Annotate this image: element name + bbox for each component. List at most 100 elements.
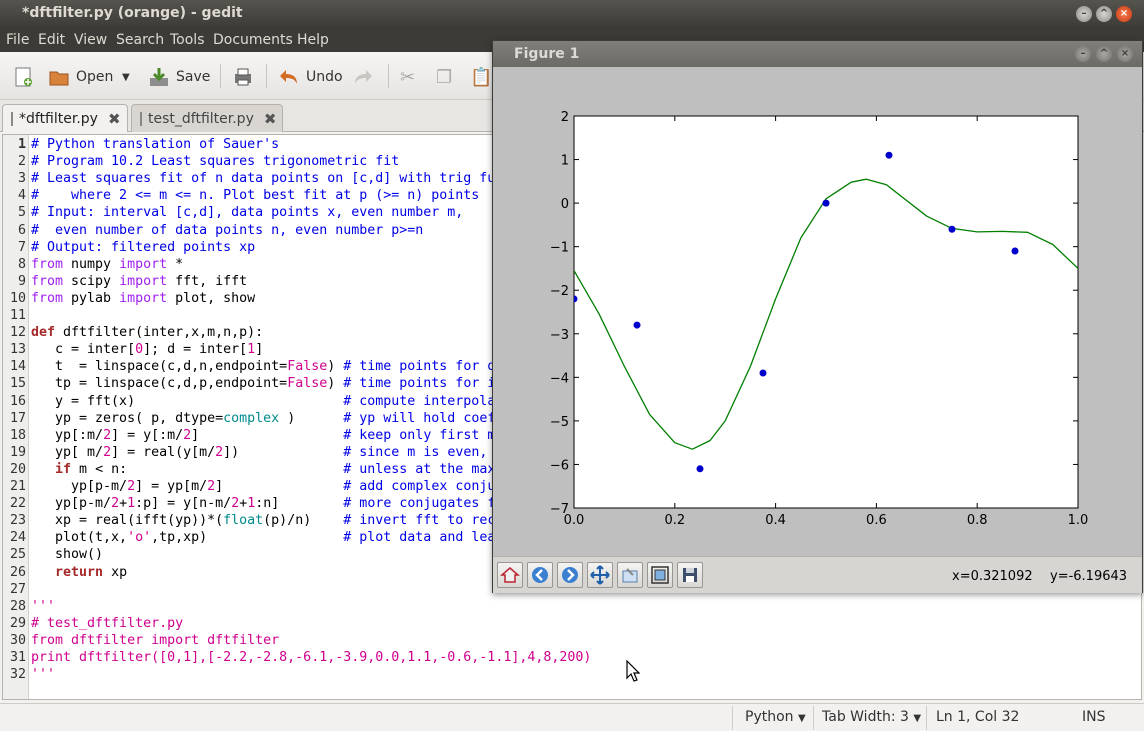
cursor-position: Ln 1, Col 32 bbox=[936, 709, 1020, 725]
code-line: # test_dftfilter.py bbox=[31, 615, 184, 631]
y-tick-label: −7 bbox=[550, 502, 569, 517]
scissors-icon: ✂ bbox=[400, 66, 416, 88]
line-number: 3 bbox=[17, 171, 26, 187]
close-tab-icon[interactable]: ✖ bbox=[263, 109, 277, 128]
maximize-icon[interactable]: ^ bbox=[1096, 6, 1112, 22]
menu-file[interactable]: File bbox=[6, 32, 30, 48]
code-line: from dftfilter import dftfilter bbox=[31, 632, 280, 648]
title-bar[interactable]: *dftfilter.py (orange) - gedit – ^ × bbox=[0, 0, 1144, 28]
line-number: 32 bbox=[9, 667, 26, 683]
undo-label: Undo bbox=[306, 69, 343, 85]
forward-icon[interactable] bbox=[557, 562, 583, 588]
folder-icon bbox=[49, 71, 69, 86]
line-number: 17 bbox=[9, 410, 26, 426]
line-number: 8 bbox=[17, 256, 26, 272]
undo-icon bbox=[280, 70, 297, 84]
data-point bbox=[948, 225, 956, 233]
new-button[interactable] bbox=[12, 64, 40, 90]
data-point bbox=[574, 295, 578, 303]
code-line: if m < n: # unless at the max bbox=[55, 461, 496, 477]
code-line: # where 2 <= m <= n. Plot best fit at p … bbox=[31, 188, 480, 204]
x-coordinate-readout: x=0.321092 bbox=[952, 569, 1033, 584]
line-number: 30 bbox=[9, 632, 26, 648]
figure-title: Figure 1 bbox=[514, 46, 580, 62]
save-button[interactable]: Save bbox=[148, 64, 210, 90]
line-number: 4 bbox=[17, 188, 26, 204]
y-tick-label: −6 bbox=[550, 458, 569, 473]
menu-help[interactable]: Help bbox=[297, 32, 329, 48]
toolbar-separator bbox=[388, 64, 389, 88]
code-line: show() bbox=[31, 547, 104, 563]
line-number: 20 bbox=[9, 461, 26, 477]
line-number: 19 bbox=[9, 444, 26, 460]
data-point bbox=[633, 321, 641, 329]
y-tick-label: −1 bbox=[550, 241, 569, 256]
undo-button[interactable]: Undo bbox=[278, 64, 343, 90]
line-number: 23 bbox=[9, 513, 26, 529]
minimize-icon[interactable]: – bbox=[1075, 46, 1091, 62]
code-line: from numpy import * bbox=[31, 256, 184, 272]
code-line: tp = linspace(c,d,p,endpoint=False) # ti… bbox=[31, 376, 496, 392]
code-line: return xp bbox=[55, 564, 128, 580]
menu-edit[interactable]: Edit bbox=[38, 32, 66, 48]
line-number: 28 bbox=[9, 598, 26, 614]
y-tick-label: −4 bbox=[550, 371, 569, 386]
chevron-down-icon: ▼ bbox=[913, 713, 922, 724]
minimize-icon[interactable]: – bbox=[1076, 6, 1092, 22]
data-point bbox=[1011, 247, 1019, 255]
close-tab-icon[interactable]: ✖ bbox=[107, 109, 121, 128]
close-icon[interactable]: × bbox=[1116, 6, 1132, 22]
status-separator bbox=[732, 706, 733, 730]
line-number: 12 bbox=[9, 325, 26, 341]
save-icon[interactable] bbox=[677, 562, 703, 588]
line-number: 16 bbox=[9, 393, 26, 409]
window-title: *dftfilter.py (orange) - gedit bbox=[22, 5, 243, 21]
plot-canvas[interactable]: 0.0 0.2 0.4 0.6 0.8 1.0 2 1 0 −1 −2 −3 −4 −5 −6 −7 bbox=[499, 67, 1139, 555]
copy-button[interactable]: ❐ bbox=[436, 64, 452, 90]
home-icon[interactable] bbox=[497, 562, 523, 588]
line-number: 18 bbox=[9, 427, 26, 443]
line-number: 14 bbox=[9, 359, 26, 375]
line-number: 29 bbox=[9, 615, 26, 631]
figure-title-bar[interactable]: Figure 1 – ^ × bbox=[493, 41, 1142, 67]
cut-button[interactable]: ✂ bbox=[400, 64, 415, 90]
menu-search[interactable]: Search bbox=[116, 32, 165, 48]
y-tick-label: −5 bbox=[550, 415, 569, 430]
menu-tools[interactable]: Tools bbox=[170, 32, 205, 48]
line-number: 6 bbox=[17, 222, 26, 238]
paste-button[interactable]: 📋 bbox=[470, 64, 492, 90]
configure-icon[interactable] bbox=[617, 562, 643, 588]
line-number: 26 bbox=[9, 564, 26, 580]
redo-button[interactable] bbox=[352, 64, 380, 90]
code-line: xp = real(ifft(yp))*(float(p)/n) # inver… bbox=[31, 513, 496, 529]
chevron-down-icon: ▼ bbox=[797, 713, 806, 724]
paste-icon: 📋 bbox=[470, 66, 493, 88]
insert-mode: INS bbox=[1082, 709, 1106, 725]
open-button[interactable]: Open bbox=[48, 64, 113, 90]
print-button[interactable] bbox=[232, 64, 260, 90]
back-icon[interactable] bbox=[527, 562, 553, 588]
menu-view[interactable]: View bbox=[74, 32, 108, 48]
menu-documents[interactable]: Documents bbox=[213, 32, 293, 48]
tab-width-selector[interactable]: Tab Width: 3 ▼ bbox=[822, 709, 921, 725]
code-line: y = fft(x) # compute interpola bbox=[31, 393, 496, 409]
pan-icon[interactable] bbox=[587, 562, 613, 588]
copy-icon: ❐ bbox=[436, 66, 453, 88]
close-icon[interactable]: × bbox=[1117, 46, 1133, 62]
y-tick-label: 1 bbox=[561, 154, 569, 169]
line-number: 25 bbox=[9, 547, 26, 563]
tab-dftfilter[interactable]: *dftfilter.py ✖ bbox=[2, 104, 128, 132]
fit-line bbox=[574, 178, 1078, 450]
line-number: 21 bbox=[9, 479, 26, 494]
status-bar: Python ▼ Tab Width: 3 ▼ Ln 1, Col 32 INS bbox=[0, 703, 1144, 731]
line-number: 1 bbox=[17, 137, 26, 152]
language-selector[interactable]: Python ▼ bbox=[745, 709, 806, 725]
tab-label: test_dftfilter.py bbox=[148, 110, 254, 127]
tab-test-dftfilter[interactable]: test_dftfilter.py ✖ bbox=[131, 104, 283, 132]
zoom-icon[interactable] bbox=[647, 562, 673, 588]
chevron-down-icon: ▼ bbox=[122, 71, 130, 83]
open-dropdown[interactable]: ▼ bbox=[122, 64, 130, 90]
code-line: def dftfilter(inter,x,m,n,p): bbox=[31, 325, 264, 341]
maximize-icon[interactable]: ^ bbox=[1096, 46, 1112, 62]
line-number: 31 bbox=[9, 650, 26, 665]
